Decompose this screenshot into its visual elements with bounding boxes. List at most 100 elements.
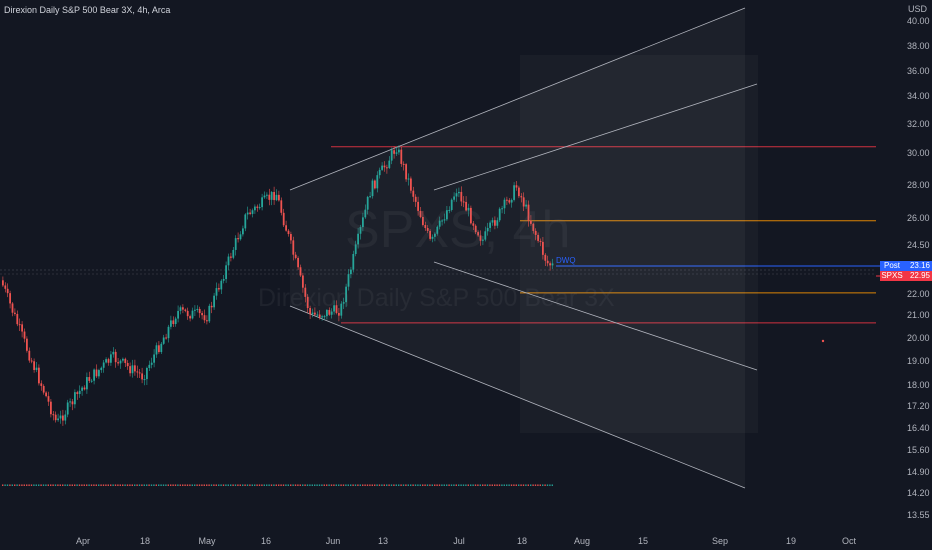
indicator-dot: [162, 484, 165, 486]
candle-body: [381, 165, 383, 170]
indicator-dot: [330, 484, 333, 486]
candle-body: [412, 190, 415, 197]
candle-body: [148, 364, 151, 368]
candle-body: [366, 196, 369, 210]
indicator-dot: [11, 484, 13, 486]
candle-body: [546, 260, 549, 264]
candle-body: [364, 209, 367, 218]
candle-body: [354, 244, 357, 254]
indicator-dot: [138, 484, 141, 486]
indicator-dot: [515, 484, 517, 486]
indicator-dot: [508, 484, 510, 486]
indicator-dot: [69, 484, 71, 486]
candle-body: [93, 369, 95, 381]
indicator-dot: [287, 484, 289, 486]
candle-body: [474, 225, 477, 233]
candle-body: [470, 207, 472, 224]
candle-body: [210, 305, 213, 308]
candle-body: [503, 199, 506, 209]
indicator-dot: [263, 484, 265, 486]
time-axis-label: 18: [516, 536, 527, 546]
indicator-dot: [498, 484, 501, 486]
indicator-dot: [350, 484, 352, 486]
indicator-dot: [338, 484, 340, 486]
candle-body: [477, 232, 479, 236]
indicator-dot: [527, 484, 529, 486]
candle-body: [465, 201, 467, 211]
candle-body: [239, 234, 242, 240]
candle-body: [237, 238, 239, 240]
indicator-dot: [208, 484, 210, 486]
indicator-dot: [6, 484, 9, 486]
indicator-dot: [100, 484, 102, 486]
candle-body: [453, 196, 455, 200]
candle-body: [371, 180, 374, 197]
indicator-dot: [450, 484, 453, 486]
indicator-dot: [218, 484, 220, 486]
alert-label[interactable]: DWQ: [556, 256, 576, 265]
indicator-dot: [167, 484, 169, 486]
indicator-dot: [294, 484, 297, 486]
indicator-dot: [105, 484, 107, 486]
indicator-dot: [453, 484, 455, 486]
indicator-dot: [314, 484, 316, 486]
price-axis-label: 14.20: [907, 488, 930, 498]
candle-body: [515, 185, 518, 188]
indicator-dot: [160, 484, 162, 486]
candle-body: [282, 212, 285, 226]
indicator-dot: [285, 484, 287, 486]
price-axis-label: 18.00: [907, 380, 930, 390]
indicator-dot: [251, 484, 253, 486]
indicator-dot: [378, 484, 381, 486]
candle-body: [335, 305, 338, 313]
candle-body: [16, 313, 19, 325]
candle-body: [129, 366, 131, 374]
indicator-dot: [513, 484, 515, 486]
candle-body: [534, 230, 537, 235]
indicator-dot: [304, 484, 306, 486]
candle-body: [328, 309, 331, 315]
indicator-dot: [244, 484, 246, 486]
indicator-dot: [66, 484, 69, 486]
candle-body: [530, 220, 532, 224]
indicator-dot: [177, 484, 179, 486]
candle-body: [155, 345, 158, 355]
indicator-dot: [470, 484, 472, 486]
candle-body: [196, 308, 199, 310]
candle-body: [62, 415, 64, 421]
candle-body: [23, 331, 26, 339]
time-axis-label: May: [198, 536, 216, 546]
indicator-dot: [54, 484, 57, 486]
candle-body: [95, 369, 98, 377]
indicator-dot: [246, 484, 249, 486]
candle-body: [249, 212, 251, 214]
candle-body: [215, 288, 218, 296]
candle-body: [340, 303, 343, 316]
time-axis-label: Sep: [711, 536, 728, 546]
time-axis-label: Jun: [325, 536, 341, 546]
indicator-dot: [42, 484, 45, 486]
candle-body: [501, 208, 503, 210]
candle-body: [254, 206, 256, 211]
indicator-dot: [467, 484, 469, 486]
candle-body: [162, 337, 165, 344]
candle-body: [424, 224, 427, 228]
indicator-dot: [544, 484, 546, 486]
candle-body: [434, 233, 436, 237]
indicator-dot: [352, 484, 354, 486]
indicator-dot: [443, 484, 445, 486]
candle-body: [410, 178, 412, 191]
indicator-dot: [510, 484, 513, 486]
indicator-dot: [386, 484, 388, 486]
indicator-dot: [414, 484, 417, 486]
candle-body: [47, 396, 50, 402]
candle-body: [347, 274, 350, 287]
candle-body: [174, 318, 177, 325]
indicator-dot: [424, 484, 426, 486]
indicator-dot: [45, 484, 47, 486]
candle-body: [122, 358, 124, 361]
candle-body: [131, 365, 134, 374]
price-axis-label: 24.50: [907, 240, 930, 250]
time-axis-label: Jul: [453, 536, 465, 546]
